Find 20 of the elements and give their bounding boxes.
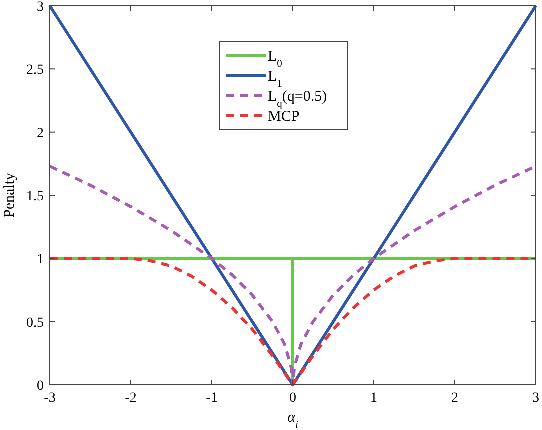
y-tick-label: 2.5 xyxy=(26,63,44,78)
x-tick-label: -2 xyxy=(125,391,137,406)
legend-label: MCP xyxy=(268,109,300,125)
y-tick-label: 0 xyxy=(37,379,44,394)
x-tick-label: 1 xyxy=(370,391,378,406)
y-tick-label: 1.5 xyxy=(26,190,44,204)
x-tick-label: 2 xyxy=(452,391,458,406)
legend-label: L$_{1}$ xyxy=(268,69,282,90)
legend-label: L$_{q}$(q=0.5) xyxy=(268,89,328,110)
x-tick-label: 3 xyxy=(532,391,540,406)
y-axis-title: Penalty xyxy=(2,172,18,218)
y-tick-label: 3 xyxy=(37,0,44,15)
legend-label: L$_{0}$ xyxy=(268,49,282,70)
x-tick-label: 0 xyxy=(290,391,296,406)
x-tick-label: -1 xyxy=(206,391,218,406)
y-tick-label: 1 xyxy=(37,252,44,268)
y-tick-label: 0.5 xyxy=(26,316,44,331)
x-tick-label: -3 xyxy=(44,391,56,406)
y-tick-label: 2 xyxy=(37,126,44,142)
x-axis-title: α$_{i}$ xyxy=(288,410,298,430)
